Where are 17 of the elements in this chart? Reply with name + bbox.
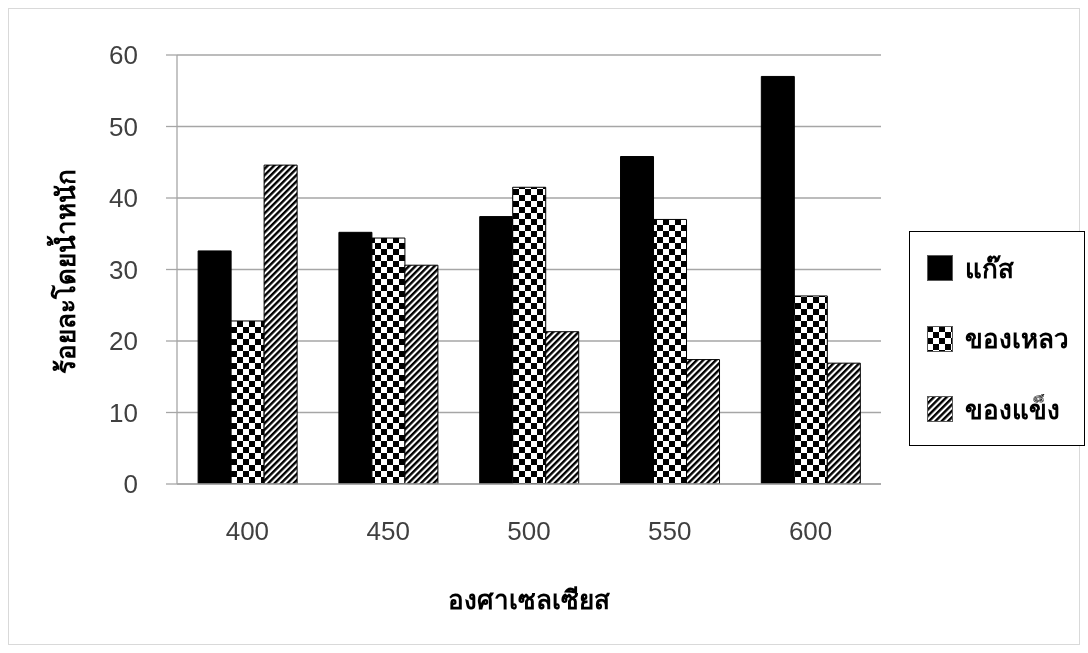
y-tick-label: 10 <box>109 397 138 428</box>
x-axis-title: องศาเซลเซียส <box>448 585 610 615</box>
legend-label: ของเหลว <box>965 323 1069 356</box>
y-tick-label: 60 <box>109 40 138 71</box>
x-tick-label: 500 <box>507 516 551 547</box>
legend-label: แก๊ส <box>965 252 1014 286</box>
x-tick-label: 400 <box>225 516 270 547</box>
x-tick-label: 550 <box>648 516 692 547</box>
y-tick-label: 0 <box>123 469 138 500</box>
y-tick-label: 20 <box>109 326 138 357</box>
x-tick-label: 450 <box>366 516 410 547</box>
legend-label: ของแข็ง <box>965 393 1060 427</box>
y-tick-label: 40 <box>109 183 138 214</box>
y-axis-title: ร้อยละโดยน้ำหนัก <box>46 169 81 374</box>
y-tick-label: 30 <box>109 254 138 285</box>
x-tick-label: 600 <box>788 516 833 547</box>
y-tick-label: 50 <box>109 111 138 142</box>
